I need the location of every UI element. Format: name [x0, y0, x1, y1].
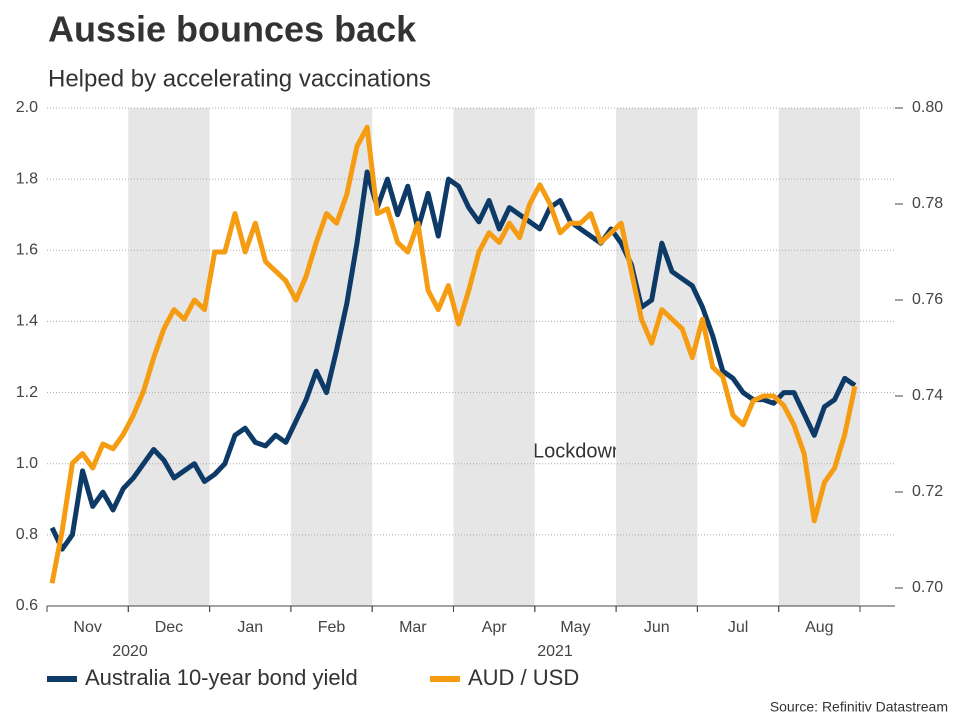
y2-tick-label: 0.76: [912, 291, 943, 308]
x-tick-label: Feb: [318, 619, 346, 636]
x-tick-label: May: [560, 619, 590, 636]
year-label: 2020: [112, 643, 148, 660]
y-tick-label: 1.6: [16, 242, 38, 259]
y-tick-label: 0.8: [16, 526, 38, 543]
chart-title: Aussie bounces back: [48, 9, 417, 50]
legend-label: AUD / USD: [468, 665, 579, 690]
x-tick-label: Nov: [73, 619, 101, 636]
x-tick-label: Jul: [728, 619, 748, 636]
x-tick-label: Apr: [482, 619, 508, 636]
x-tick-label: Aug: [805, 619, 833, 636]
month-band: [616, 108, 698, 606]
y-tick-label: 0.6: [16, 597, 38, 614]
y2-tick-label: 0.74: [912, 387, 943, 404]
x-tick-label: Jan: [237, 619, 263, 636]
x-tick-label: Dec: [155, 619, 183, 636]
y2-tick-label: 0.78: [912, 195, 943, 212]
series-line: [49, 169, 857, 552]
y-tick-label: 1.8: [16, 170, 38, 187]
legend-label: Australia 10-year bond yield: [85, 665, 358, 690]
source: Source: Refinitiv Datastream: [770, 699, 948, 715]
chart-subtitle: Helped by accelerating vaccinations: [48, 65, 431, 92]
background: [128, 108, 860, 606]
y2-tick-label: 0.80: [912, 99, 943, 116]
month-band: [453, 108, 535, 606]
month-band: [778, 108, 860, 606]
y2-tick-label: 0.70: [912, 579, 943, 596]
year-label: 2021: [537, 643, 573, 660]
month-band: [290, 108, 373, 606]
y2-tick-label: 0.72: [912, 483, 943, 500]
y-tick-label: 1.0: [16, 455, 38, 472]
x-tick-label: Jun: [644, 619, 670, 636]
month-band: [128, 108, 210, 606]
y-tick-label: 2.0: [16, 99, 38, 116]
y-tick-label: 1.2: [16, 384, 38, 401]
y-tick-label: 1.4: [16, 313, 38, 330]
x-tick-label: Mar: [399, 619, 427, 636]
series-line: [49, 124, 858, 584]
